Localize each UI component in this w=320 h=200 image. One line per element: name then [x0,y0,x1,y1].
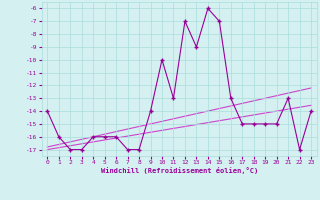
X-axis label: Windchill (Refroidissement éolien,°C): Windchill (Refroidissement éolien,°C) [100,167,258,174]
